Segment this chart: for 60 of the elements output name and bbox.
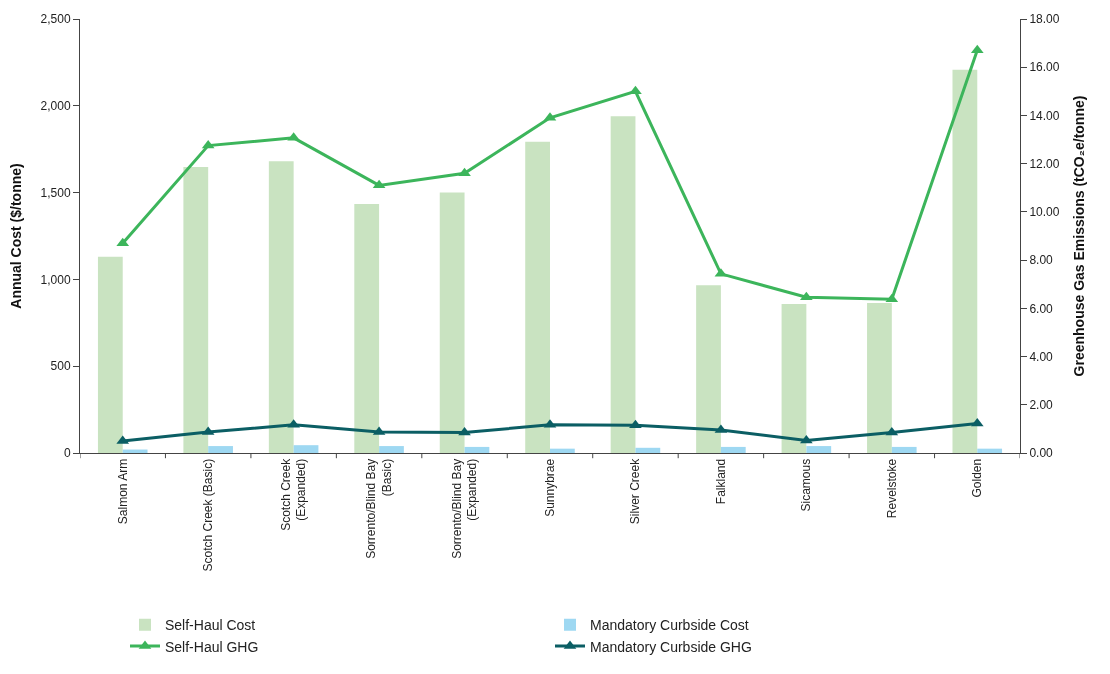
bar [781,303,807,453]
bar [720,446,746,453]
bar [464,446,490,453]
bar [977,448,1003,453]
bar [806,446,832,453]
point [458,167,471,177]
y-tick-label: 0 [63,446,71,461]
y2-tick-label: 8.00 [1029,253,1054,268]
bar [379,446,404,453]
x-tick-label: Revelstoke [884,458,899,519]
y2-tick-label: 14.00 [1029,108,1060,123]
bar [891,446,917,453]
point [629,419,642,429]
x-tick-label: Sorrento/Blind Bay (Expanded) [449,458,480,559]
x-tick-label: Golden [970,458,985,498]
x-tick-label: Silver Creek [628,457,643,525]
bar [97,256,123,453]
x-tick-label: Sorrento/Blind Bay (Basic) [364,458,394,559]
bar [610,116,636,453]
bar [354,203,380,453]
bar [525,141,550,453]
x-tick-label: Scotch Creek (Expanded) [278,457,309,531]
y-tick-label: 1,000 [40,272,71,287]
bar [439,192,465,453]
y2-tick-label: 10.00 [1029,205,1060,220]
legend-label: Self-Haul Cost [165,617,256,634]
bar [867,303,892,453]
y-axis-title: Annual Cost ($/tonne) [8,163,25,309]
bar [696,285,721,453]
x-tick-label: Falkland [713,458,728,505]
bar [550,448,575,453]
y-tick-label: 500 [50,359,71,374]
y-tick-label: 2,500 [40,12,71,27]
y2-axis-title: Greenhouse Gas Emissions (tCO₂e/tonne) [1071,95,1088,377]
legend-label: Mandatory Curbside Cost [590,617,749,634]
point [629,85,642,95]
bar [183,167,209,453]
x-tick-label: Scotch Creek (Basic) [201,458,216,572]
y2-tick-label: 12.00 [1029,156,1060,171]
legend-label: Mandatory Curbside GHG [590,638,752,655]
x-tick-label: Sicamous [799,458,814,512]
point [970,44,984,54]
y2-tick-label: 18.00 [1029,12,1060,27]
bar [208,446,233,453]
bar [952,69,978,453]
bar [293,445,319,453]
bar [635,447,661,453]
x-tick-label: Sunnybrae [542,458,557,517]
legend-label: Self-Haul GHG [165,638,259,655]
y2-tick-label: 6.00 [1029,301,1054,316]
y2-tick-label: 16.00 [1029,60,1060,75]
y-tick-label: 1,500 [40,185,71,200]
y2-tick-label: 0.00 [1029,446,1054,461]
bar [268,161,294,453]
x-tick-label: Salmon Arm [115,458,130,525]
y2-tick-label: 2.00 [1029,397,1054,412]
y2-tick-label: 4.00 [1029,349,1054,364]
point [372,179,386,189]
point [800,434,813,444]
y-tick-label: 2,000 [40,99,71,113]
